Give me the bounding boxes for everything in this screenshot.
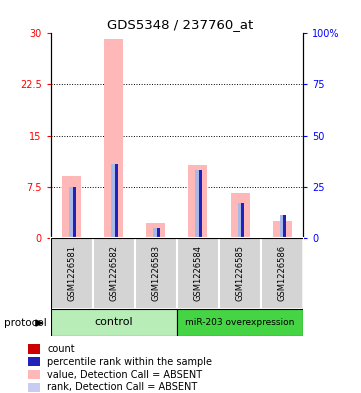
Bar: [104, 39, 123, 238]
Bar: [199, 170, 202, 238]
Bar: [155, 234, 157, 238]
Bar: [146, 224, 165, 238]
Bar: [153, 228, 158, 238]
Bar: [28, 370, 40, 379]
Text: GSM1226585: GSM1226585: [236, 245, 244, 301]
Bar: [280, 215, 285, 238]
Text: GDS5348 / 237760_at: GDS5348 / 237760_at: [107, 18, 254, 31]
Bar: [111, 164, 116, 238]
Bar: [73, 187, 75, 238]
Text: control: control: [95, 317, 133, 327]
Bar: [219, 238, 261, 309]
Bar: [238, 203, 243, 238]
Bar: [28, 357, 40, 366]
Text: GSM1226582: GSM1226582: [109, 245, 118, 301]
Bar: [93, 238, 135, 309]
Bar: [51, 238, 93, 309]
Bar: [157, 228, 160, 238]
Text: GSM1226584: GSM1226584: [193, 245, 203, 301]
Bar: [177, 238, 219, 309]
Bar: [28, 344, 40, 354]
Bar: [188, 165, 208, 238]
Bar: [135, 238, 177, 309]
Bar: [28, 383, 40, 392]
Bar: [51, 309, 177, 336]
Bar: [70, 234, 73, 238]
Bar: [62, 176, 81, 238]
Text: GSM1226586: GSM1226586: [278, 245, 287, 301]
Bar: [177, 309, 303, 336]
Bar: [283, 215, 286, 238]
Text: percentile rank within the sample: percentile rank within the sample: [47, 357, 212, 367]
Text: GSM1226583: GSM1226583: [151, 245, 160, 301]
Text: count: count: [47, 344, 75, 354]
Bar: [231, 193, 249, 238]
Text: rank, Detection Call = ABSENT: rank, Detection Call = ABSENT: [47, 382, 197, 392]
Bar: [112, 234, 115, 238]
Text: value, Detection Call = ABSENT: value, Detection Call = ABSENT: [47, 369, 203, 380]
Bar: [239, 234, 242, 238]
Bar: [281, 234, 284, 238]
Bar: [69, 187, 74, 238]
Bar: [115, 164, 118, 238]
Bar: [273, 221, 292, 238]
Bar: [241, 203, 244, 238]
Text: protocol: protocol: [4, 318, 46, 328]
Bar: [261, 238, 303, 309]
Bar: [196, 234, 199, 238]
Text: GSM1226581: GSM1226581: [67, 245, 76, 301]
Bar: [195, 170, 200, 238]
Text: miR-203 overexpression: miR-203 overexpression: [186, 318, 295, 327]
